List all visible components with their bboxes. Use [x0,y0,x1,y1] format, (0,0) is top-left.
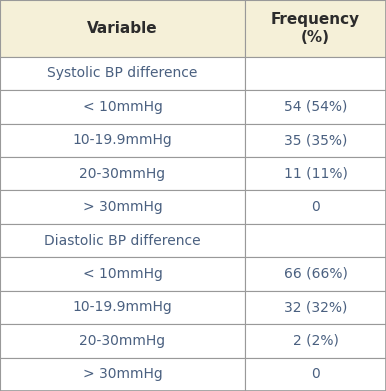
Bar [245,0,386,57]
Text: 20-30mmHg: 20-30mmHg [80,167,166,181]
Bar [0,157,245,190]
Text: 20-30mmHg: 20-30mmHg [80,334,166,348]
Text: > 30mmHg: > 30mmHg [83,200,163,214]
Text: 0: 0 [311,367,320,381]
Text: 32 (32%): 32 (32%) [284,300,347,314]
Bar [0,190,245,224]
Bar [0,257,245,291]
Text: 10-19.9mmHg: 10-19.9mmHg [73,300,173,314]
Text: 10-19.9mmHg: 10-19.9mmHg [73,133,173,147]
Bar [245,190,386,224]
Text: 0: 0 [311,200,320,214]
Bar [0,0,245,57]
Text: < 10mmHg: < 10mmHg [83,100,163,114]
Bar [245,291,386,324]
Bar [0,357,245,391]
Bar [245,57,386,90]
Text: > 30mmHg: > 30mmHg [83,367,163,381]
Text: 35 (35%): 35 (35%) [284,133,347,147]
Bar [245,324,386,357]
Bar [245,124,386,157]
Bar [245,157,386,190]
Bar [245,224,386,257]
Text: Diastolic BP difference: Diastolic BP difference [44,233,201,248]
Text: < 10mmHg: < 10mmHg [83,267,163,281]
Text: Frequency
(%): Frequency (%) [271,12,360,45]
Bar [0,124,245,157]
Text: 11 (11%): 11 (11%) [284,167,347,181]
Bar [0,57,245,90]
Text: 66 (66%): 66 (66%) [284,267,347,281]
Text: Variable: Variable [87,21,158,36]
Bar [245,257,386,291]
Bar [245,90,386,124]
Text: 2 (2%): 2 (2%) [293,334,339,348]
Text: Systolic BP difference: Systolic BP difference [47,66,198,81]
Bar [245,357,386,391]
Text: 54 (54%): 54 (54%) [284,100,347,114]
Bar [0,90,245,124]
Bar [0,324,245,357]
Bar [0,224,245,257]
Bar [0,291,245,324]
